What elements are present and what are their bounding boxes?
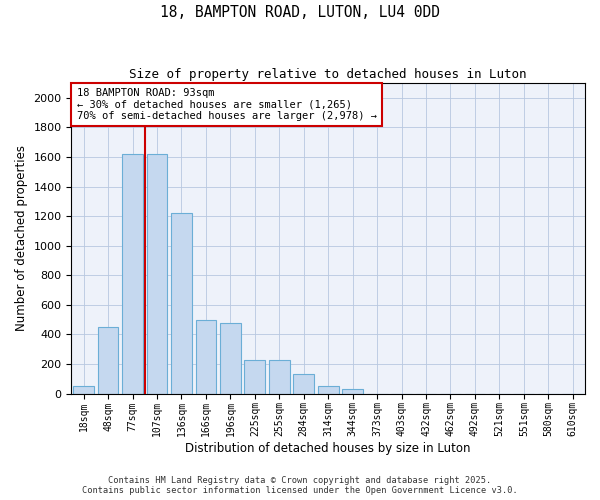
Bar	[293, 374, 314, 394]
Bar	[98, 327, 118, 394]
Bar	[122, 154, 143, 394]
Text: 18, BAMPTON ROAD, LUTON, LU4 0DD: 18, BAMPTON ROAD, LUTON, LU4 0DD	[160, 5, 440, 20]
X-axis label: Distribution of detached houses by size in Luton: Distribution of detached houses by size …	[185, 442, 471, 455]
Bar	[244, 360, 265, 394]
Bar	[220, 322, 241, 394]
Text: Contains HM Land Registry data © Crown copyright and database right 2025.
Contai: Contains HM Land Registry data © Crown c…	[82, 476, 518, 495]
Bar	[318, 386, 338, 394]
Bar	[146, 154, 167, 394]
Bar	[171, 213, 192, 394]
Bar	[196, 320, 217, 394]
Bar	[342, 389, 363, 394]
Title: Size of property relative to detached houses in Luton: Size of property relative to detached ho…	[130, 68, 527, 80]
Bar	[269, 360, 290, 394]
Text: 18 BAMPTON ROAD: 93sqm
← 30% of detached houses are smaller (1,265)
70% of semi-: 18 BAMPTON ROAD: 93sqm ← 30% of detached…	[77, 88, 377, 121]
Y-axis label: Number of detached properties: Number of detached properties	[15, 146, 28, 332]
Bar	[73, 386, 94, 394]
